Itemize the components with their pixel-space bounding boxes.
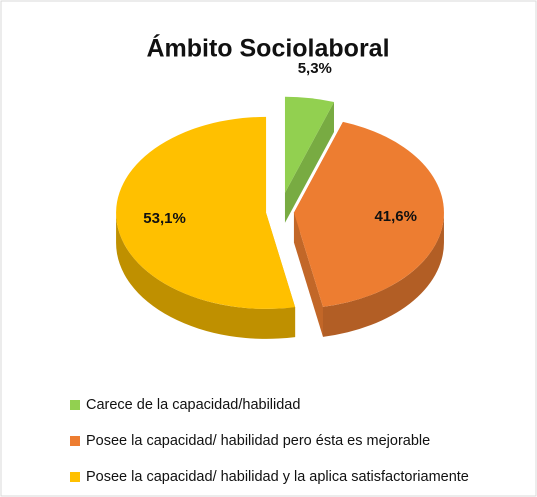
data-label: 53,1%: [143, 210, 186, 227]
slice-cut-face: [284, 102, 335, 223]
legend-label: Carece de la capacidad/habilidad: [86, 397, 300, 413]
legend-swatch: [70, 400, 80, 410]
slice-top: [284, 96, 335, 193]
data-label: 5,3%: [298, 60, 332, 77]
pie-slice: [116, 116, 296, 339]
slice-top: [293, 121, 444, 307]
slice-top: [116, 116, 296, 309]
legend-swatch: [70, 472, 80, 482]
legend-swatch: [70, 436, 80, 446]
pie-slice: [284, 96, 335, 223]
data-label: 41,6%: [374, 208, 417, 225]
slice-cut-face: [293, 212, 323, 337]
chart-title: Ámbito Sociolaboral: [146, 34, 389, 63]
legend-label: Posee la capacidad/ habilidad pero ésta …: [86, 433, 430, 449]
pie-slice: [293, 121, 444, 337]
legend-label: Posee la capacidad/ habilidad y la aplic…: [86, 469, 469, 485]
slice-side: [116, 212, 296, 339]
slice-side: [322, 212, 444, 337]
